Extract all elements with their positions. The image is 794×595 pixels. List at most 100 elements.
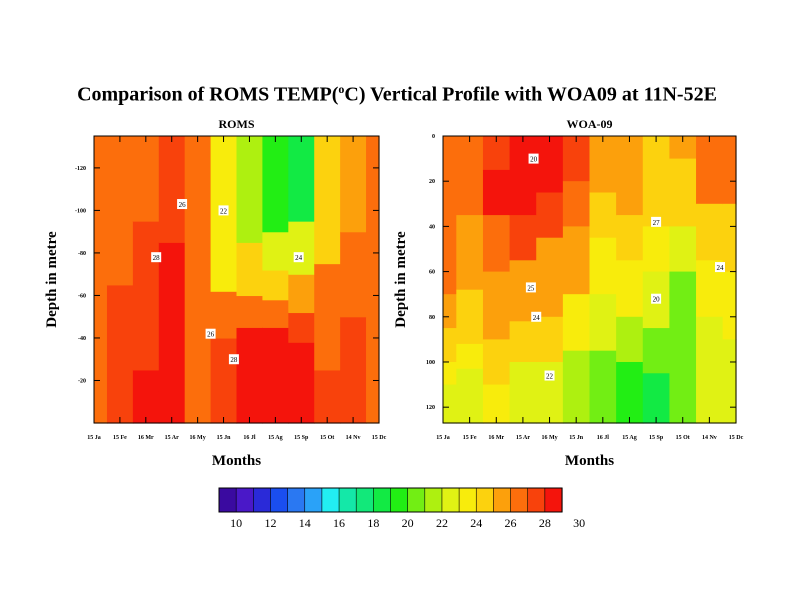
plot-frame: [93, 135, 380, 424]
temperature-cell: [509, 136, 537, 216]
colorbar-swatch: [493, 487, 512, 513]
temperature-cell: [482, 215, 511, 273]
x-tick-label: 15 Ja: [87, 435, 101, 441]
x-tick-label: 15 Ot: [320, 435, 334, 441]
x-tick-label: 15 Ag: [268, 435, 283, 441]
y-tick-label: 40: [429, 224, 435, 230]
colorbar-swatch: [441, 487, 460, 513]
y-tick-label: -60: [78, 293, 86, 299]
title-superscript: o: [338, 82, 345, 96]
x-tick-label: 15 Ag: [622, 435, 637, 441]
temperature-cell: [696, 203, 724, 261]
temperature-cell: [482, 271, 511, 340]
colorbar-swatch: [475, 487, 495, 513]
temperature-cell: [589, 294, 617, 352]
y-axis-label: Depth in metre: [44, 231, 60, 328]
y-axis-label: Depth in metre: [393, 231, 409, 328]
temperature-cell: [236, 327, 264, 424]
x-tick-label: 15 Ot: [676, 435, 690, 441]
temperature-cell: [443, 294, 457, 329]
x-tick-label: 16 Jl: [597, 435, 610, 441]
plot-frame: [442, 135, 737, 424]
contour-label-box: [715, 262, 726, 273]
temperature-cell: [722, 203, 737, 273]
contour-label-box: [651, 216, 662, 227]
temperature-cell: [669, 158, 697, 227]
colorbar-swatch: [527, 487, 546, 513]
temperature-cell: [642, 136, 671, 227]
contour-label-box: [205, 328, 216, 339]
colorbar-swatch: [390, 487, 409, 513]
temperature-cell: [288, 312, 315, 343]
colorbar-label: 10: [230, 516, 242, 530]
colorbar-swatch: [270, 487, 289, 513]
x-tick-label: 15 Fe: [113, 435, 127, 441]
contour-label: 24: [533, 314, 541, 322]
contour-label: 26: [179, 201, 187, 209]
colorbar: 10 12 14 16 18 20 22 24 26 28 30: [218, 487, 585, 530]
temperature-cell: [616, 215, 644, 261]
colorbar-label: 22: [436, 516, 448, 530]
contour-label: 28: [230, 356, 238, 364]
temperature-cell: [132, 136, 160, 222]
temperature-cell: [456, 136, 484, 216]
colorbar-swatch: [424, 487, 443, 513]
colorbar-swatch: [338, 487, 357, 513]
panel-right: 15 Ja 15 Fe 16 Mr 15 Ar 16 My 15 Jn 16 Jl 15 Ag…: [393, 117, 744, 469]
temperature-cell: [536, 237, 564, 318]
temperature-cell: [456, 368, 484, 424]
y-tick-label: -100: [75, 208, 86, 214]
temperature-cell: [314, 263, 341, 371]
contour-label-box: [544, 370, 555, 381]
temperature-cell: [616, 260, 644, 318]
temperature-cell: [509, 321, 537, 363]
temperature-cell: [642, 226, 671, 273]
temperature-cell: [562, 350, 591, 424]
temperature-cell: [106, 136, 134, 286]
temperature-cell: [443, 136, 457, 295]
contour-label: 27: [653, 219, 661, 227]
colorbar-label: 20: [402, 516, 414, 530]
colorbar-swatch: [304, 487, 323, 513]
x-tick-label: 15 Ar: [516, 435, 531, 441]
figure-title: Comparison of ROMS TEMP(oC) Vertical Pro…: [0, 82, 794, 107]
title-rest: C) Vertical Profile with WOA09 at 11N-52…: [344, 83, 717, 106]
y-tick-label: 20: [429, 179, 435, 185]
colorbar-label: 14: [299, 516, 311, 530]
contour-label: 24: [295, 254, 303, 262]
temperature-cell: [132, 221, 160, 371]
temperature-cell: [722, 136, 737, 205]
temperature-cell: [696, 316, 724, 424]
y-tick-label: 120: [426, 405, 435, 411]
temperature-cell: [340, 316, 367, 424]
x-tick-label: 16 My: [190, 435, 206, 441]
temperature-cell: [589, 237, 617, 295]
temperature-cell: [210, 337, 238, 424]
temperature-cell: [262, 327, 289, 424]
colorbar-label: 28: [539, 516, 551, 530]
temperature-cell: [158, 242, 186, 392]
x-tick-label: 16 My: [541, 435, 557, 441]
colorbar-swatch: [321, 487, 340, 513]
temperature-cell: [482, 169, 511, 216]
temperature-cell: [642, 373, 671, 424]
temperature-cell: [288, 136, 315, 222]
temperature-cell: [562, 181, 591, 227]
panel-title: ROMS: [219, 117, 255, 131]
temperature-cell: [482, 339, 511, 386]
contour-label: 22: [220, 207, 228, 215]
temperature-cell: [536, 136, 564, 194]
panel-title: WOA-09: [567, 117, 613, 131]
temperature-cell: [132, 369, 160, 424]
temperature-cell: [314, 369, 341, 424]
temperature-cell: [722, 339, 737, 424]
y-tick-label: -120: [75, 166, 86, 172]
x-tick-label: 16 Jl: [243, 435, 256, 441]
x-tick-label: 15 Jn: [569, 435, 584, 441]
contour-label-box: [528, 153, 539, 164]
x-tick-label: 15 Dc: [372, 435, 387, 441]
x-tick-label: 15 Ar: [165, 435, 180, 441]
temperature-cell: [443, 384, 457, 424]
temperature-cell: [589, 192, 617, 239]
